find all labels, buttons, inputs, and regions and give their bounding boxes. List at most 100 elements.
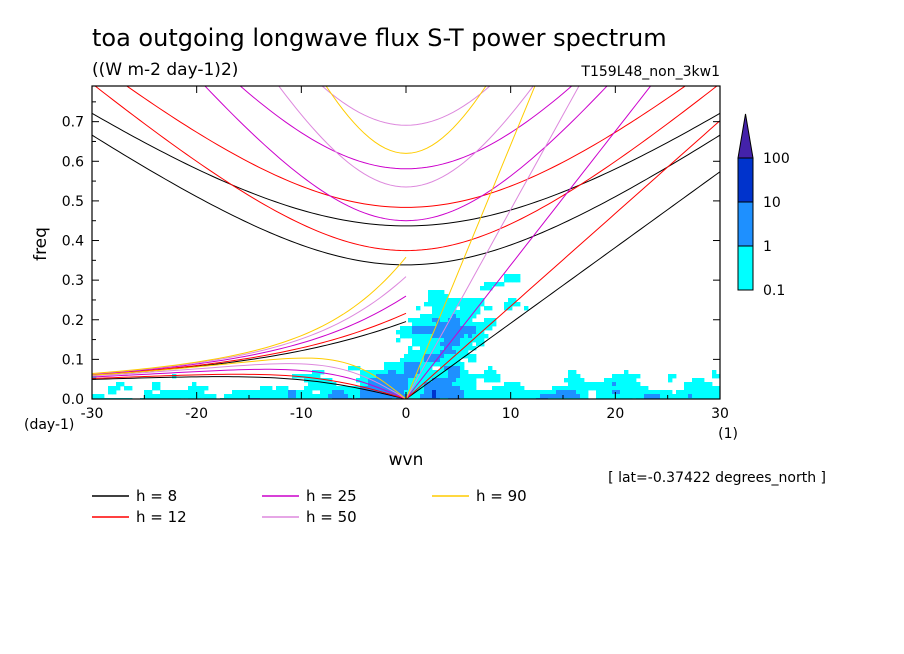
power-cell	[632, 390, 637, 395]
power-cell	[540, 390, 545, 395]
power-cell	[184, 394, 189, 399]
power-cell	[480, 330, 485, 335]
power-cell	[492, 282, 497, 287]
power-cell	[276, 390, 281, 395]
power-cell	[432, 382, 437, 387]
power-cell	[448, 338, 453, 343]
power-cell	[484, 318, 489, 323]
power-cell	[480, 286, 485, 291]
power-cell	[440, 290, 445, 295]
power-cell	[420, 334, 425, 339]
power-cell	[472, 322, 477, 327]
legend-label: h = 90	[476, 487, 527, 505]
power-cell	[188, 390, 193, 395]
power-cell	[684, 394, 689, 399]
power-cell	[260, 390, 265, 395]
power-cell	[428, 390, 433, 395]
power-cell	[460, 302, 465, 307]
power-cell	[360, 390, 365, 395]
power-cell	[608, 378, 613, 383]
power-cell	[308, 374, 313, 379]
power-cell	[580, 386, 585, 391]
power-cell	[412, 330, 417, 335]
power-cell	[708, 390, 713, 395]
power-cell	[496, 394, 501, 399]
power-cell	[356, 394, 361, 399]
power-cell	[472, 326, 477, 331]
power-cell	[420, 378, 425, 383]
power-cell	[116, 382, 121, 387]
power-cell	[312, 382, 317, 387]
power-cell	[668, 394, 673, 399]
power-cell	[440, 390, 445, 395]
power-cell	[400, 326, 405, 331]
power-cell	[352, 366, 357, 371]
gravity-wave-curve	[321, 86, 491, 126]
power-cell	[596, 382, 601, 387]
power-cell	[388, 374, 393, 379]
power-cell	[388, 370, 393, 375]
power-cell	[452, 342, 457, 347]
power-cell	[452, 350, 457, 355]
power-cell	[172, 394, 177, 399]
power-cell	[716, 390, 720, 395]
power-cell	[128, 386, 133, 391]
power-cell	[372, 378, 377, 383]
power-cell	[408, 346, 413, 351]
colorbar-label: 1	[763, 239, 772, 255]
power-cell	[448, 302, 453, 307]
power-cell	[516, 382, 521, 387]
power-cell	[604, 394, 609, 399]
power-cell	[432, 302, 437, 307]
power-cell	[400, 382, 405, 387]
power-cell	[372, 394, 377, 399]
power-cell	[444, 374, 449, 379]
power-cell	[552, 390, 557, 395]
power-cell	[488, 306, 493, 311]
power-cell	[664, 394, 669, 399]
power-cell	[464, 370, 469, 375]
power-cell	[480, 338, 485, 343]
power-cell	[564, 386, 569, 391]
power-cell	[572, 386, 577, 391]
y-tick-label: 0.4	[62, 234, 84, 250]
power-cell	[472, 338, 477, 343]
power-cell	[124, 386, 129, 391]
power-cell	[152, 394, 157, 399]
power-cell	[632, 378, 637, 383]
power-cell	[240, 390, 245, 395]
power-cell	[108, 386, 113, 391]
power-cell	[460, 394, 465, 399]
power-cell	[248, 390, 253, 395]
power-cell	[520, 394, 525, 399]
power-cell	[256, 394, 261, 399]
power-cell	[456, 374, 461, 379]
power-cell	[628, 382, 633, 387]
power-cell	[456, 310, 461, 315]
power-cell	[444, 382, 449, 387]
power-cell	[224, 394, 229, 399]
y-axis-label: freq	[31, 227, 51, 261]
power-cell	[420, 350, 425, 355]
power-cell	[376, 374, 381, 379]
power-cell	[348, 366, 353, 371]
power-cell	[436, 334, 441, 339]
power-cell	[456, 362, 461, 367]
power-cell	[492, 374, 497, 379]
power-cell	[488, 326, 493, 331]
power-cell	[508, 386, 513, 391]
kelvin-curve	[405, 86, 652, 399]
power-cell	[472, 358, 477, 363]
x-tick-label: 20	[606, 406, 624, 422]
power-cell	[364, 394, 369, 399]
power-cell	[416, 362, 421, 367]
power-cell	[472, 334, 477, 339]
power-cell	[376, 386, 381, 391]
power-cell	[488, 390, 493, 395]
power-cell	[336, 386, 341, 391]
power-cell	[488, 286, 493, 291]
power-cell	[696, 394, 701, 399]
legend-label: h = 12	[136, 508, 187, 526]
power-cell	[404, 358, 409, 363]
